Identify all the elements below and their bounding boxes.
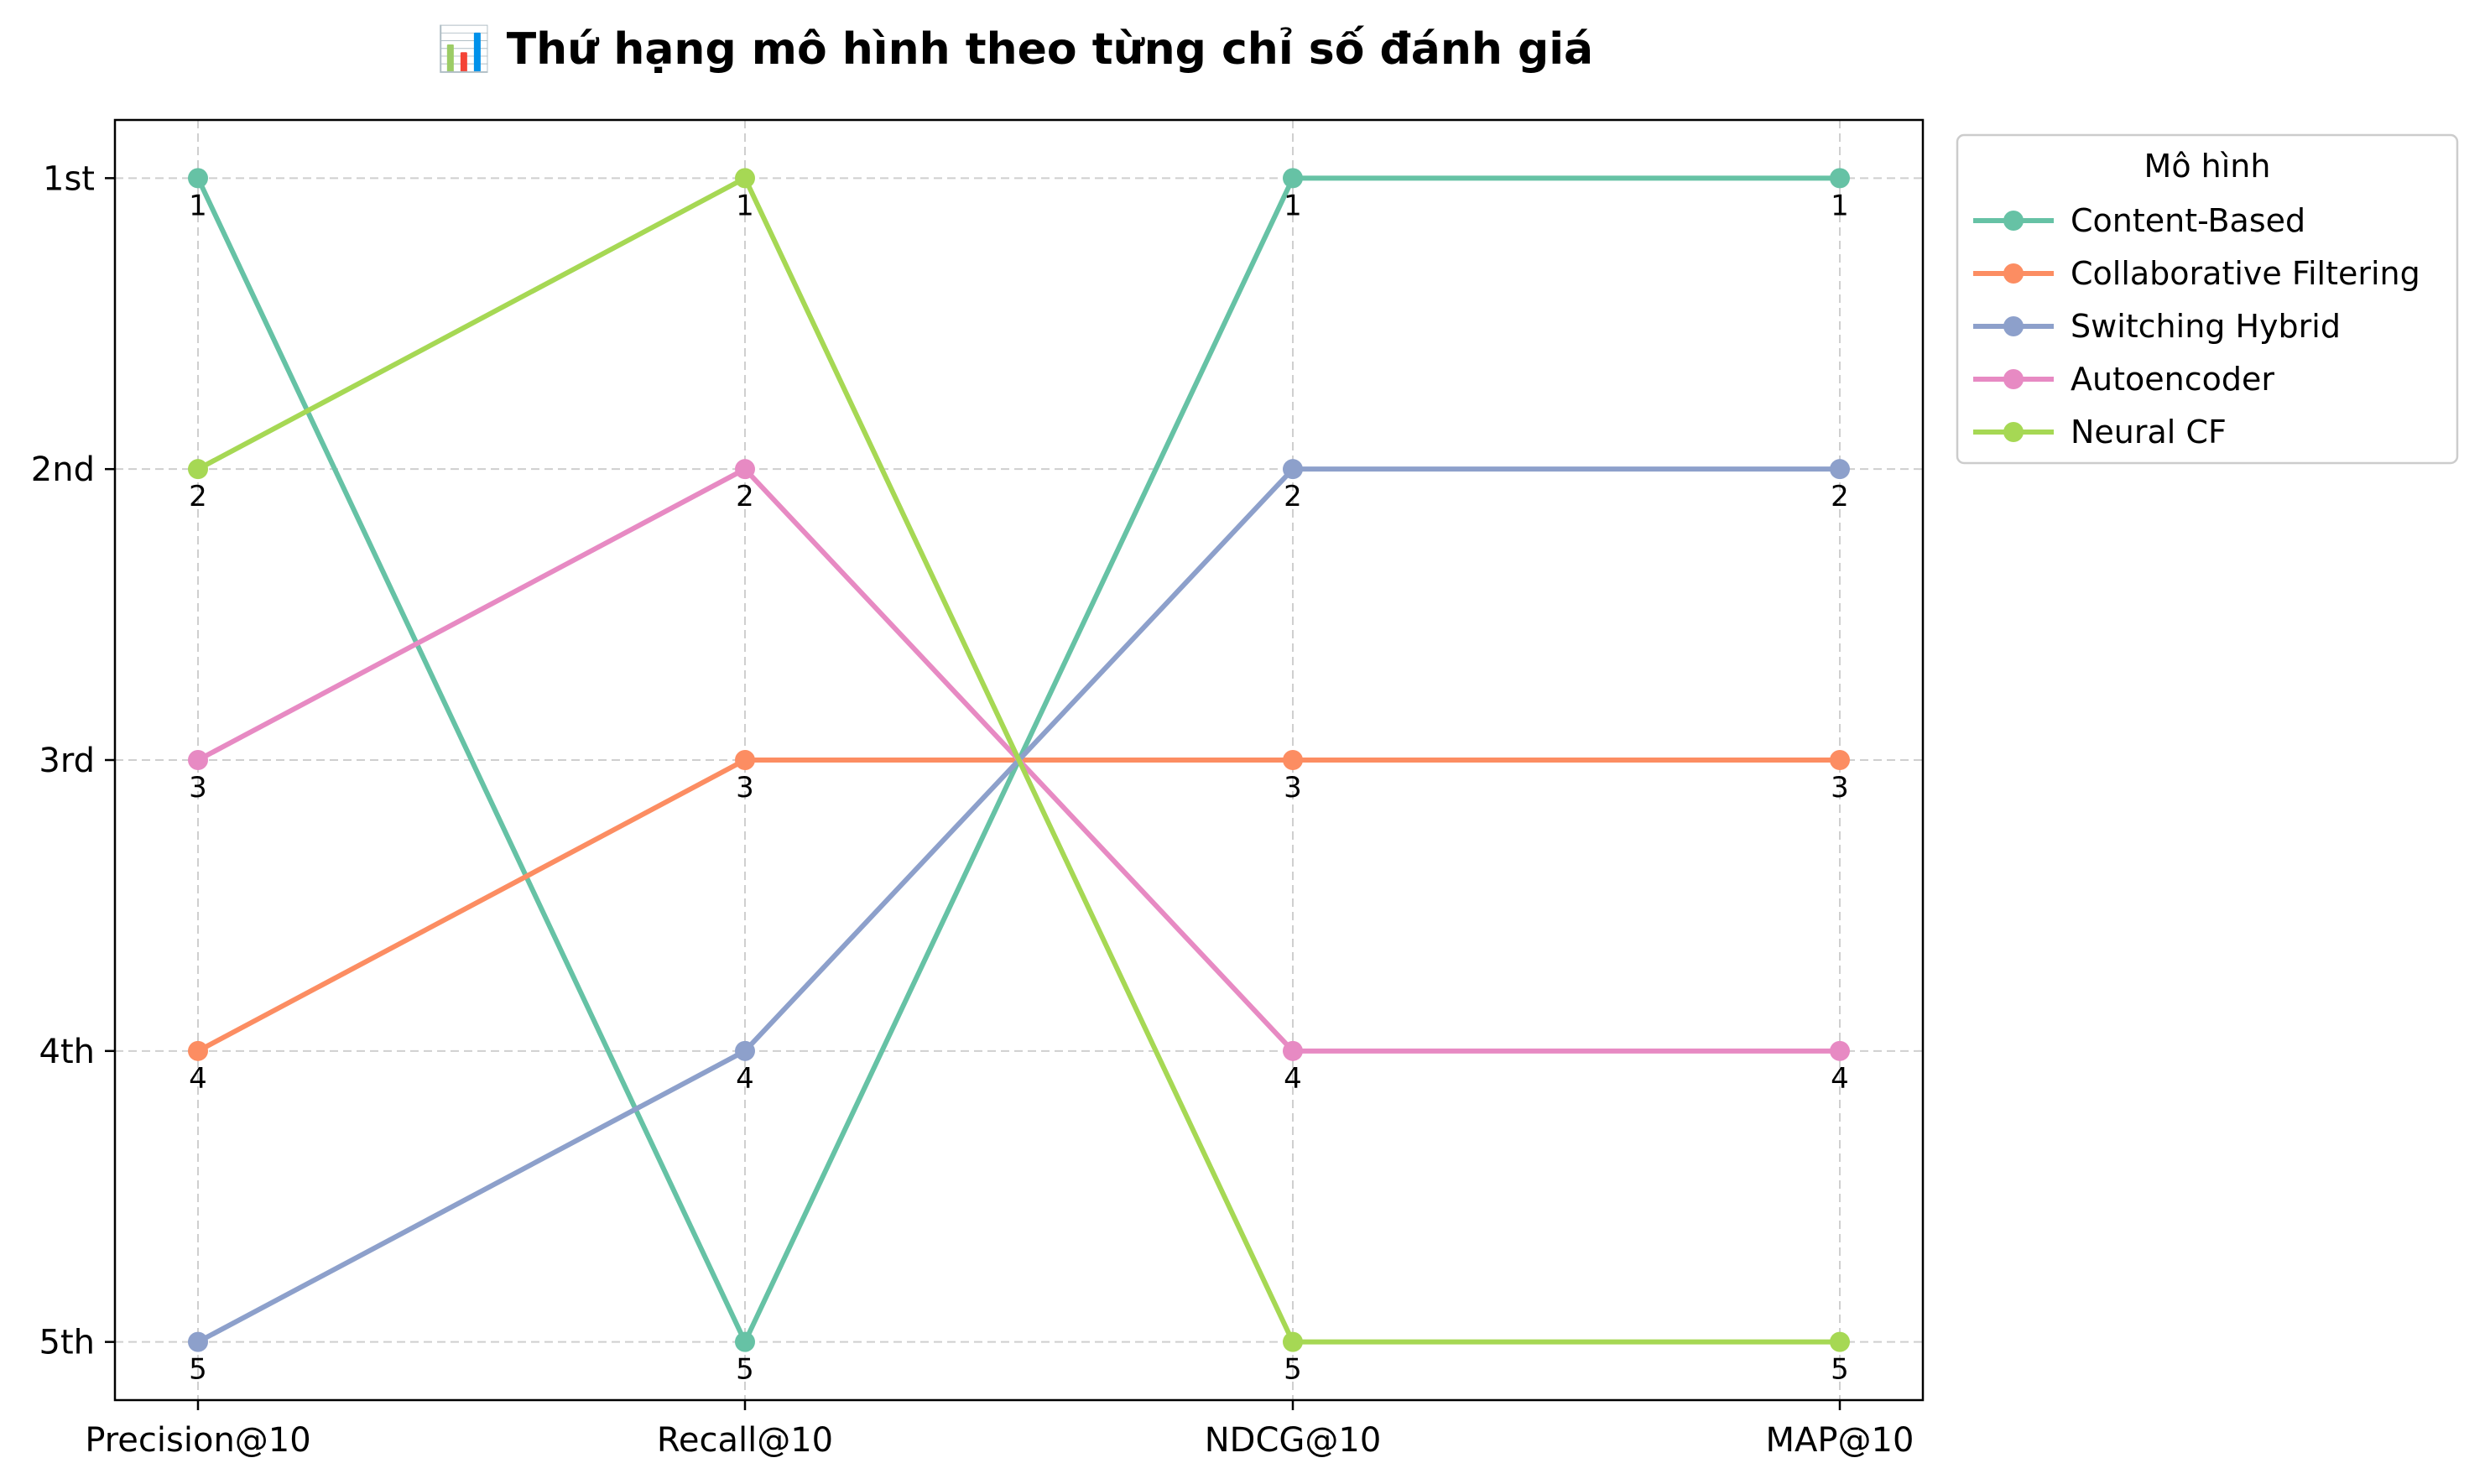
data-label: 2	[736, 480, 754, 513]
data-label: 5	[1831, 1353, 1849, 1387]
data-point	[1283, 750, 1303, 770]
y-tick-label: 2nd	[31, 450, 95, 489]
data-label: 2	[189, 480, 207, 513]
x-tick-label: MAP@10	[1766, 1421, 1914, 1460]
x-axis: Precision@10 Recall@10 NDCG@10 MAP@10	[85, 1400, 1914, 1460]
data-point	[188, 459, 208, 480]
data-label: 1	[736, 189, 754, 222]
data-label: 4	[1831, 1062, 1849, 1096]
x-tick-label: NDCG@10	[1205, 1421, 1382, 1460]
data-point	[188, 1040, 208, 1061]
data-point	[1283, 459, 1303, 480]
legend-items: Content-Based Collaborative Filtering Swit…	[1973, 202, 2420, 450]
data-label: 2	[1284, 480, 1302, 513]
y-tick-label: 4th	[39, 1033, 95, 1071]
legend-title: Mô hình	[2144, 148, 2271, 185]
data-label: 4	[736, 1062, 754, 1096]
data-point	[735, 168, 755, 189]
data-point	[1283, 1040, 1303, 1061]
data-label: 3	[1831, 771, 1849, 804]
series-line	[196, 758, 1840, 1054]
data-label: 3	[736, 771, 754, 804]
y-tick-label: 5th	[39, 1324, 95, 1362]
data-point	[735, 750, 755, 770]
data-point	[735, 459, 755, 480]
data-label: 3	[189, 771, 207, 804]
legend-marker	[2003, 422, 2024, 442]
data-point	[1830, 459, 1850, 480]
y-tick-label: 1st	[43, 159, 95, 198]
data-point	[735, 1040, 755, 1061]
data-label: 3	[1284, 771, 1302, 804]
data-label: 5	[736, 1353, 754, 1387]
data-label: 1	[1284, 189, 1302, 222]
data-point	[188, 168, 208, 189]
data-point	[188, 1331, 208, 1352]
data-point	[735, 1331, 755, 1352]
point-labels: 1 5 1 1 4 3 3 3 5 4 2 2 3 2 4 4 2 1 5 5	[189, 189, 1849, 1386]
legend-label: Autoencoder	[2071, 361, 2274, 398]
y-tick-label: 3rd	[39, 742, 95, 780]
legend-label: Switching Hybrid	[2071, 308, 2341, 345]
data-label: 1	[1831, 189, 1849, 222]
data-point	[1830, 168, 1850, 189]
data-point	[1830, 1040, 1850, 1061]
legend-label: Neural CF	[2071, 414, 2227, 450]
data-point	[1283, 1331, 1303, 1352]
legend-marker	[2003, 263, 2024, 284]
data-label: 2	[1831, 480, 1849, 513]
data-point	[1830, 750, 1850, 770]
series-line	[196, 466, 1840, 1345]
data-label: 4	[1284, 1062, 1302, 1096]
data-label: 1	[189, 189, 207, 222]
y-axis: 1st 2nd 3rd 4th 5th	[31, 159, 115, 1362]
x-tick-label: Precision@10	[85, 1421, 310, 1460]
legend-marker	[2003, 369, 2024, 389]
legend-marker	[2003, 211, 2024, 231]
legend-box	[1956, 133, 2459, 465]
data-point	[1830, 1331, 1850, 1352]
legend: Mô hình Content-Based Collaborative Filte…	[1956, 133, 2459, 465]
legend-label: Content-Based	[2071, 202, 2305, 239]
chart-title: 📊 Thứ hạng mô hình theo từng chỉ số đánh…	[437, 23, 1593, 75]
data-label: 4	[189, 1062, 207, 1096]
data-point	[1283, 168, 1303, 189]
x-tick-label: Recall@10	[657, 1421, 833, 1460]
series-line	[196, 175, 1840, 1345]
legend-marker	[2003, 316, 2024, 336]
data-label: 5	[1284, 1353, 1302, 1387]
data-point	[188, 750, 208, 770]
series-layer	[188, 168, 1850, 1352]
data-label: 5	[189, 1353, 207, 1387]
legend-label: Collaborative Filtering	[2071, 255, 2420, 292]
